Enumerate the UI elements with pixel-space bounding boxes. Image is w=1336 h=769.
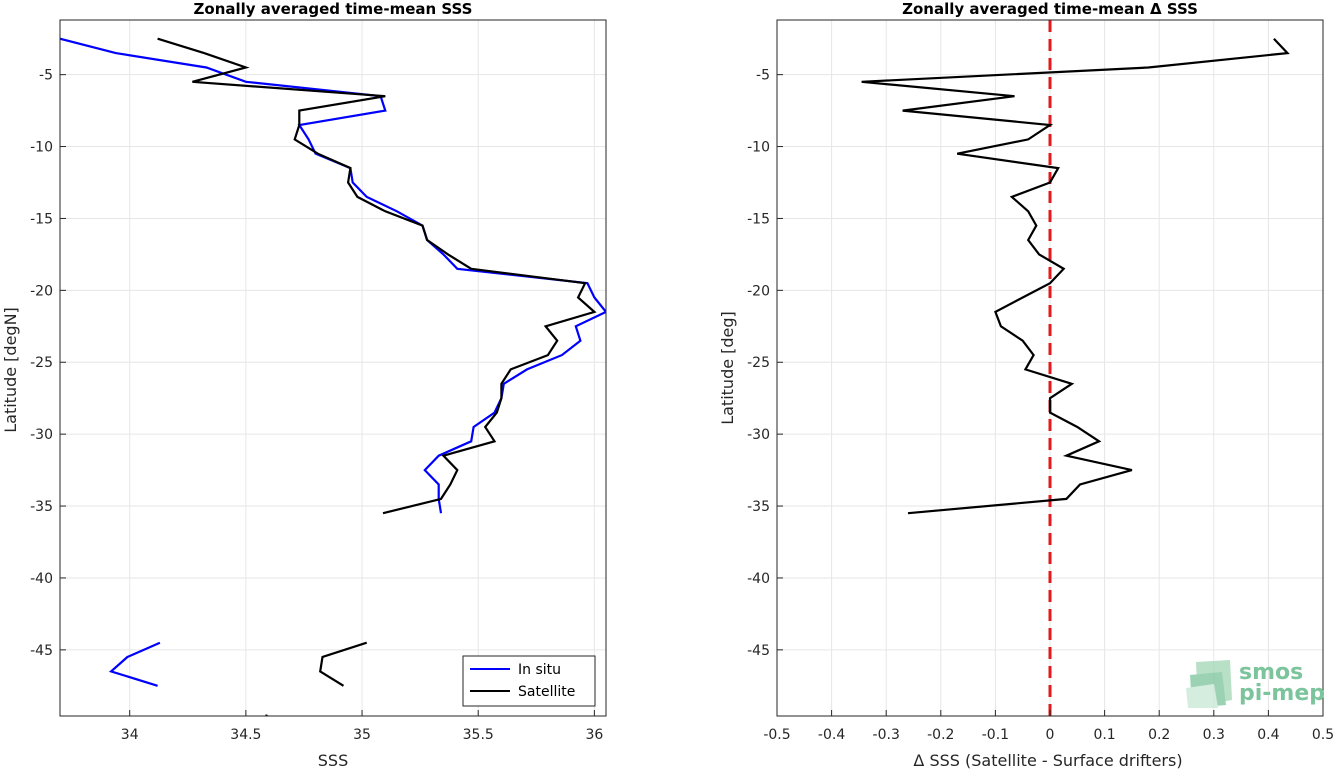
wave-logo-icon bbox=[1186, 660, 1232, 708]
legend-label-in-situ: In situ bbox=[518, 662, 561, 678]
logo-text-line1: smos bbox=[1239, 660, 1303, 685]
chart-title: Zonally averaged time-mean Δ SSS bbox=[902, 0, 1198, 18]
legend-label-satellite: Satellite bbox=[518, 684, 575, 700]
y-axis-label: Latitude [deg] bbox=[718, 311, 737, 425]
x-tick-label: 0.2 bbox=[1148, 727, 1170, 743]
y-tick-label: -5 bbox=[39, 68, 53, 84]
y-tick-label: -40 bbox=[30, 571, 53, 587]
series-line-satellite-seg0 bbox=[157, 37, 597, 515]
x-tick-label: 0.5 bbox=[1312, 727, 1334, 743]
series-line-delta-seg0 bbox=[861, 37, 1290, 515]
x-ticks: -0.5 -0.4 -0.3 -0.2 -0.1 0 0.1 0.2 0.3 0.4 0.5 bbox=[763, 710, 1334, 743]
smos-pi-mep-logo: smos pi-mep bbox=[1186, 660, 1325, 708]
legend: In situ Satellite bbox=[462, 655, 596, 707]
legend-box bbox=[462, 655, 596, 707]
y-tick-label: -45 bbox=[747, 643, 770, 659]
x-tick-label: -0.3 bbox=[873, 727, 900, 743]
y-ticks: -5 -10 -15 -20 -25 -30 -35 -40 -45 bbox=[30, 68, 66, 659]
logo-text-line2: pi-mep bbox=[1239, 681, 1325, 706]
y-tick-label: -5 bbox=[756, 68, 770, 84]
y-ticks: -5 -10 -15 -20 -25 -30 -35 -40 -45 bbox=[747, 68, 783, 659]
y-tick-label: -35 bbox=[30, 499, 53, 515]
x-tick-label: 36 bbox=[585, 727, 603, 743]
y-tick-label: -10 bbox=[747, 140, 770, 156]
panel-delta-sss: -0.5 -0.4 -0.3 -0.2 -0.1 0 0.1 0.2 0.3 0.4 0.5 -5-… bbox=[718, 0, 1334, 769]
y-tick-label: -15 bbox=[30, 211, 53, 227]
x-tick-label: -0.4 bbox=[818, 727, 845, 743]
chart-title: Zonally averaged time-mean SSS bbox=[194, 0, 473, 18]
x-axis-label: SSS bbox=[318, 751, 348, 769]
grid-lines bbox=[60, 20, 606, 716]
series-lines bbox=[861, 37, 1290, 515]
x-tick-label: 34.5 bbox=[230, 727, 261, 743]
x-tick-label: -0.1 bbox=[982, 727, 1009, 743]
series-line-satellite-seg1 bbox=[318, 641, 368, 687]
y-tick-label: -10 bbox=[30, 140, 53, 156]
x-tick-label: 0 bbox=[1046, 727, 1055, 743]
x-axis-label: Δ SSS (Satellite - Surface drifters) bbox=[913, 751, 1182, 769]
y-axis-label: Latitude [degN] bbox=[1, 307, 20, 433]
x-tick-label: -0.2 bbox=[927, 727, 954, 743]
series-line-satellite-seg2 bbox=[265, 714, 268, 716]
y-tick-label: -20 bbox=[747, 283, 770, 299]
x-ticks: 34 34.5 35 35.5 36 bbox=[121, 710, 603, 743]
panel-sss: 34 34.5 35 35.5 36 -5 -10 -15 -20 -25 -30 -35 -40 -4… bbox=[1, 0, 607, 769]
y-tick-label: -15 bbox=[747, 211, 770, 227]
y-tick-label: -25 bbox=[30, 355, 53, 371]
x-tick-label: 0.3 bbox=[1203, 727, 1225, 743]
y-tick-label: -35 bbox=[747, 499, 770, 515]
x-tick-label: -0.5 bbox=[763, 727, 790, 743]
y-tick-label: -40 bbox=[747, 571, 770, 587]
y-tick-label: -20 bbox=[30, 283, 53, 299]
y-tick-label: -45 bbox=[30, 643, 53, 659]
y-tick-label: -30 bbox=[747, 427, 770, 443]
x-tick-label: 34 bbox=[121, 727, 139, 743]
y-tick-label: -25 bbox=[747, 355, 770, 371]
series-lines bbox=[60, 37, 606, 716]
x-tick-label: 0.4 bbox=[1257, 727, 1279, 743]
axes-frame bbox=[59, 19, 607, 717]
x-tick-label: 35 bbox=[353, 727, 371, 743]
y-tick-label: -30 bbox=[30, 427, 53, 443]
x-tick-label: 35.5 bbox=[463, 727, 494, 743]
series-line-in-situ-seg1 bbox=[108, 641, 161, 687]
x-tick-label: 0.1 bbox=[1093, 727, 1115, 743]
